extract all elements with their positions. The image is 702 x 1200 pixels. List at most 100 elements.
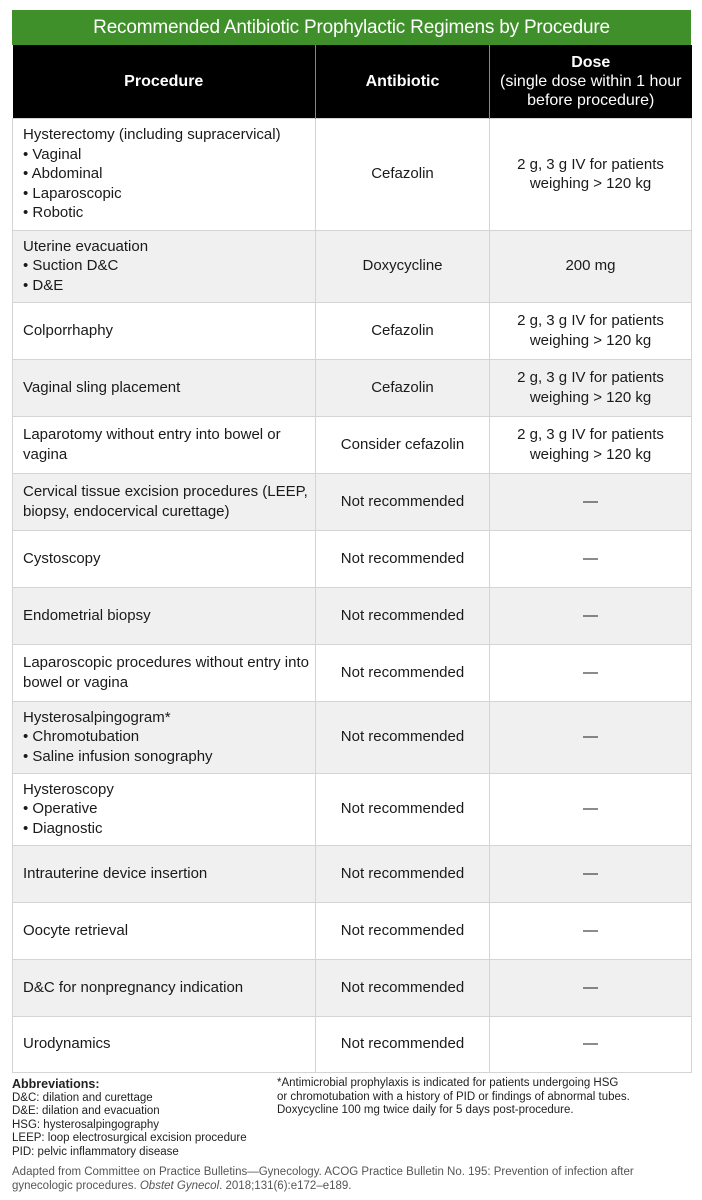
abbreviation-item: HSG: hysterosalpingography	[12, 1118, 160, 1131]
header-procedure: Procedure	[12, 45, 316, 118]
header-dose: Dose (single dose within 1 hour before pr…	[489, 45, 692, 118]
procedure-cell: Cystoscopy	[12, 529, 316, 588]
table-row: Endometrial biopsy Not recommended —	[12, 586, 692, 645]
table-row: Cystoscopy Not recommended —	[12, 529, 692, 588]
dose-cell: —	[489, 772, 692, 846]
antibiotic-cell: Not recommended	[315, 958, 490, 1017]
table-title: Recommended Antibiotic Prophylactic Regi…	[12, 10, 691, 45]
dose-subtitle: (single dose within 1 hour before proced…	[500, 72, 682, 109]
dose-cell: —	[489, 958, 692, 1017]
procedure-name: Colporrhaphy	[23, 321, 114, 339]
procedure-name: Cervical tissue excision procedures (LEE…	[23, 483, 308, 520]
footnote-line: Doxycycline 100 mg twice daily for 5 day…	[277, 1104, 574, 1116]
table-row: Oocyte retrieval Not recommended —	[12, 901, 692, 960]
table-row: Uterine evacuation • Suction D&C • D&E Dox…	[12, 229, 692, 303]
dose-cell: —	[489, 472, 692, 531]
antibiotic-cell: Not recommended	[315, 844, 490, 903]
antibiotic-cell: Consider cefazolin	[315, 415, 490, 474]
antibiotic-cell: Not recommended	[315, 529, 490, 588]
procedure-name: D&C for nonpregnancy indication	[23, 978, 244, 996]
dose-title: Dose	[571, 53, 611, 71]
procedure-name: Vaginal sling placement	[23, 378, 181, 396]
table-row: Laparoscopic procedures without entry in…	[12, 643, 692, 702]
source-citation: Adapted from Committee on Practice Bulle…	[12, 1166, 634, 1192]
regimens-table: Procedure Antibiotic Dose (single dose wi…	[12, 45, 692, 1073]
table-row: Hysterectomy (including supracervical) • …	[12, 117, 692, 231]
procedure-name: Intrauterine device insertion	[23, 864, 208, 882]
procedure-cell: Intrauterine device insertion	[12, 844, 316, 903]
dose-cell: —	[489, 529, 692, 588]
procedure-cell: Colporrhaphy	[12, 301, 316, 360]
abbreviation-item: D&C: dilation and curettage	[12, 1091, 153, 1104]
procedure-cell: Laparoscopic procedures without entry in…	[12, 643, 316, 702]
procedure-subitem: • Suction D&C	[23, 257, 119, 275]
procedure-name: Hysterosalpingogram*	[23, 708, 171, 726]
procedure-cell: Cervical tissue excision procedures (LEE…	[12, 472, 316, 531]
procedure-subitem: • Chromotubation	[23, 728, 140, 746]
procedure-cell: Hysterosalpingogram* • Chromotubation • Sa…	[12, 700, 316, 774]
table-row: Cervical tissue excision procedures (LEE…	[12, 472, 692, 531]
antibiotic-cell: Cefazolin	[315, 117, 490, 231]
procedure-name: Uterine evacuation	[23, 237, 149, 255]
dose-cell: 200 mg	[489, 229, 692, 303]
procedure-cell: Hysterectomy (including supracervical) • …	[12, 117, 316, 231]
table-row: Intrauterine device insertion Not recomm…	[12, 844, 692, 903]
table-row: Hysteroscopy • Operative • Diagnostic Not …	[12, 772, 692, 846]
dose-cell: 2 g, 3 g IV for patients weighing > 120 …	[489, 117, 692, 231]
table-row: Laparotomy without entry into bowel or v…	[12, 415, 692, 474]
dose-cell: —	[489, 844, 692, 903]
footnote: *Antimicrobial prophylaxis is indicated …	[277, 1077, 630, 1118]
antibiotic-cell: Not recommended	[315, 700, 490, 774]
antibiotic-cell: Not recommended	[315, 472, 490, 531]
procedure-name: Hysteroscopy	[23, 780, 114, 798]
procedure-name: Urodynamics	[23, 1035, 111, 1053]
dose-cell: —	[489, 901, 692, 960]
dose-cell: —	[489, 700, 692, 774]
procedure-subitem: • Diagnostic	[23, 819, 103, 837]
abbreviation-item: D&E: dilation and evacuation	[12, 1105, 160, 1117]
procedure-subitem: • Laparoscopic	[23, 184, 122, 202]
dose-cell: 2 g, 3 g IV for patients weighing > 120 …	[489, 358, 692, 417]
antibiotic-cell: Not recommended	[315, 1015, 490, 1073]
procedure-subitem: • D&E	[23, 276, 64, 294]
footnote-line: *Antimicrobial prophylaxis is indicated …	[277, 1077, 619, 1089]
dose-cell: —	[489, 643, 692, 702]
antibiotic-cell: Not recommended	[315, 772, 490, 846]
dose-cell: 2 g, 3 g IV for patients weighing > 120 …	[489, 301, 692, 360]
dose-cell: —	[489, 1015, 692, 1073]
table-row: Vaginal sling placement Cefazolin 2 g, 3…	[12, 358, 692, 417]
dose-cell: —	[489, 586, 692, 645]
procedure-name: Laparotomy without entry into bowel or v…	[23, 426, 281, 463]
procedure-name: Cystoscopy	[23, 549, 101, 567]
header-row: Procedure Antibiotic Dose (single dose wi…	[12, 45, 692, 118]
procedure-subitem: • Abdominal	[23, 165, 103, 183]
footnote-line: or chromotubation with a history of PID …	[277, 1090, 630, 1103]
antibiotic-cell: Not recommended	[315, 901, 490, 960]
procedure-cell: D&C for nonpregnancy indication	[12, 958, 316, 1017]
antibiotic-cell: Cefazolin	[315, 301, 490, 360]
antibiotic-cell: Cefazolin	[315, 358, 490, 417]
antibiotic-cell: Not recommended	[315, 643, 490, 702]
procedure-subitem: • Robotic	[23, 204, 84, 222]
procedure-cell: Uterine evacuation • Suction D&C • D&E	[12, 229, 316, 303]
abbreviation-item: LEEP: loop electrosurgical excision proc…	[12, 1132, 247, 1144]
abbreviations-heading: Abbreviations:	[12, 1077, 100, 1091]
table-row: Hysterosalpingogram* • Chromotubation • Sa…	[12, 700, 692, 774]
antibiotic-cell: Not recommended	[315, 586, 490, 645]
abbreviation-item: PID: pelvic inflammatory disease	[12, 1145, 179, 1158]
procedure-cell: Laparotomy without entry into bowel or v…	[12, 415, 316, 474]
abbreviations: Abbreviations: D&C: dilation and curetta…	[12, 1077, 247, 1159]
procedure-cell: Endometrial biopsy	[12, 586, 316, 645]
procedure-cell: Hysteroscopy • Operative • Diagnostic	[12, 772, 316, 846]
header-antibiotic: Antibiotic	[315, 45, 490, 118]
procedure-cell: Vaginal sling placement	[12, 358, 316, 417]
table-row: D&C for nonpregnancy indication Not reco…	[12, 958, 692, 1017]
table-row: Colporrhaphy Cefazolin 2 g, 3 g IV for p…	[12, 301, 692, 360]
antibiotic-cell: Doxycycline	[315, 229, 490, 303]
procedure-name: Hysterectomy (including supracervical)	[23, 126, 281, 144]
procedure-name: Endometrial biopsy	[23, 606, 151, 624]
dose-cell: 2 g, 3 g IV for patients weighing > 120 …	[489, 415, 692, 474]
procedure-cell: Oocyte retrieval	[12, 901, 316, 960]
procedure-subitem: • Operative	[23, 800, 98, 818]
procedure-name: Laparoscopic procedures without entry in…	[23, 654, 309, 691]
